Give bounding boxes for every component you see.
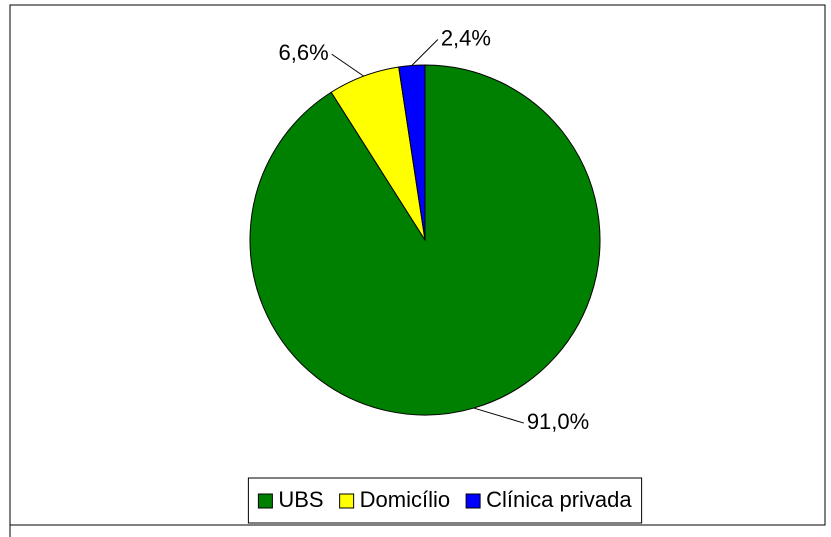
legend-swatch	[465, 493, 481, 509]
leader-line	[411, 39, 439, 66]
legend-swatch	[339, 493, 355, 509]
data-label: 91,0%	[527, 409, 589, 434]
legend-label: Domicílio	[360, 487, 450, 512]
legend-box	[247, 477, 643, 524]
data-label: 2,4%	[441, 25, 491, 50]
data-label: 6,6%	[279, 40, 329, 65]
legend-label: UBS	[278, 487, 323, 512]
leader-line	[473, 407, 524, 424]
legend-swatch	[257, 493, 273, 509]
leader-line	[331, 53, 364, 77]
legend-label: Clínica privada	[486, 487, 632, 512]
